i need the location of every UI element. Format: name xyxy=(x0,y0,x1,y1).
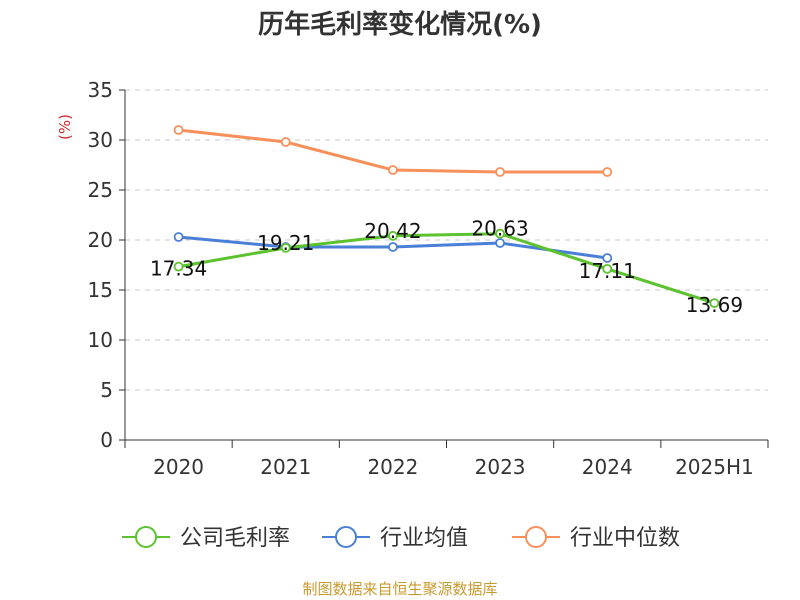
data-point xyxy=(173,232,184,242)
legend-marker xyxy=(135,526,157,548)
x-tick-label: 2020 xyxy=(153,455,204,479)
data-point xyxy=(709,298,720,309)
data-point xyxy=(495,228,505,239)
y-tick-label: 10 xyxy=(88,328,113,352)
data-label: 20.63 xyxy=(471,217,528,241)
y-tick-label: 15 xyxy=(88,278,113,302)
axes: 0 5 10 15 20 25 30 35 2020 2021 2022 2023 2024 2025H1… xyxy=(56,78,769,479)
data-point xyxy=(173,261,184,272)
data-label: 17.11 xyxy=(579,259,636,283)
y-tick-label: 5 xyxy=(100,378,113,402)
x-tick-label: 2023 xyxy=(475,455,526,479)
legend-label: 公司毛利率 xyxy=(180,526,290,551)
y-tick-label: 25 xyxy=(88,178,113,202)
y-axis-label: (%) xyxy=(56,114,74,140)
y-tick-label: 35 xyxy=(88,78,113,102)
data-point xyxy=(280,242,291,253)
data-point xyxy=(495,238,505,248)
legend-label: 行业中位数 xyxy=(570,526,680,551)
x-tick-label: 2025H1 xyxy=(675,455,754,479)
data-point xyxy=(388,165,398,175)
data-label: 17.34 xyxy=(150,257,207,281)
data-point xyxy=(602,263,613,274)
data-point xyxy=(173,125,184,135)
legend-marker xyxy=(335,526,357,548)
legend-label: 行业均值 xyxy=(380,526,468,551)
data-point xyxy=(388,242,398,252)
source-note: 制图数据来自恒生聚源数据库 xyxy=(302,580,498,598)
y-tick-label: 0 xyxy=(100,428,113,452)
legend-marker xyxy=(525,526,547,548)
x-tick-label: 2022 xyxy=(367,455,418,479)
x-tick-label: 2021 xyxy=(260,455,311,479)
series-line xyxy=(178,232,715,305)
x-tick-label: 2024 xyxy=(582,455,633,479)
y-tick-label: 30 xyxy=(88,128,113,152)
data-label: 19.21 xyxy=(257,231,314,255)
data-point xyxy=(602,167,613,177)
grid-lines xyxy=(125,89,768,391)
data-label: 13.69 xyxy=(686,293,743,317)
data-label: 20.42 xyxy=(364,219,421,243)
data-labels: 17.34 19.21 20.42 20.63 17.11 13.69 xyxy=(150,217,743,317)
y-tick-label: 20 xyxy=(88,228,113,252)
data-point xyxy=(280,137,291,147)
chart-title: 历年毛利率变化情况(%) xyxy=(258,10,542,40)
data-point xyxy=(388,230,398,241)
legend: 公司毛利率 行业均值 行业中位数 xyxy=(122,526,680,551)
data-point xyxy=(602,253,613,263)
series-lines xyxy=(173,125,720,309)
data-point xyxy=(495,167,505,177)
